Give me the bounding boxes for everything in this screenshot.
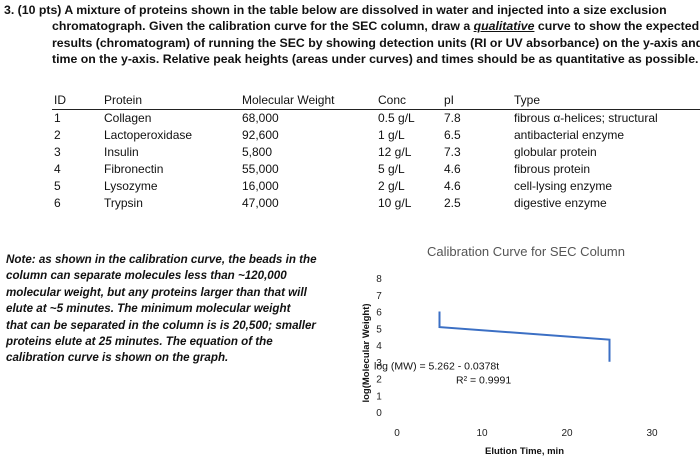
y-tick-label: 5 [376,324,382,335]
table-row: 2 Lactoperoxidase 92,600 1 g/L 6.5 antib… [52,127,700,144]
x-tick-labels: 0 10 20 30 [394,428,658,439]
cell-protein: Lysozyme [104,179,158,193]
table-row: 6 Trypsin 47,000 10 g/L 2.5 digestive en… [52,195,700,212]
cell-type: antibacterial enzyme [514,128,625,142]
table-row: 1 Collagen 68,000 0.5 g/L 7.8 fibrous α-… [52,110,700,128]
header-id: ID [52,92,104,110]
cell-molecular-weight: 47,000 [242,196,279,210]
cell-molecular-weight: 55,000 [242,162,279,176]
x-axis-label: Elution Time, min [485,446,564,457]
calibration-note: Note: as shown in the calibration curve,… [6,252,346,367]
cell-id: 5 [54,179,61,193]
table-header-row: ID Protein Molecular Weight Conc pI Type [52,92,700,110]
y-tick-label: 0 [376,408,382,419]
y-tick-label: 4 [376,341,382,352]
cell-protein: Fibronectin [104,162,164,176]
cell-conc: 12 g/L [378,145,412,159]
y-tick-label: 3 [376,358,382,369]
qualitative-emphasis: qualitative [473,19,535,34]
question-line-3: results (chromatogram) of running the SE… [52,35,700,50]
y-tick-label: 2 [376,375,382,386]
cell-conc: 5 g/L [378,162,405,176]
cell-protein: Insulin [104,145,139,159]
cell-pi: 4.6 [444,179,461,193]
cell-id: 3 [54,145,61,159]
question-line-4: time on the y-axis. Relative peak height… [52,52,699,67]
x-tick-label: 30 [646,428,658,439]
cell-pi: 7.8 [444,111,461,125]
table-row: 4 Fibronectin 55,000 5 g/L 4.6 fibrous p… [52,161,700,178]
table-row: 5 Lysozyme 16,000 2 g/L 4.6 cell-lysing … [52,178,700,195]
x-tick-label: 20 [561,428,573,439]
cell-molecular-weight: 68,000 [242,111,279,125]
note-line: proteins elute at 25 minutes. The equati… [6,335,273,349]
cell-conc: 1 g/L [378,128,405,142]
cell-pi: 7.3 [444,145,461,159]
header-pi: pI [444,92,514,110]
cell-molecular-weight: 92,600 [242,128,279,142]
y-tick-label: 7 [376,291,382,302]
calibration-curve-line [438,311,611,362]
cell-type: fibrous α-helices; structural [514,111,658,125]
question-line-2: chromatograph. Given the calibration cur… [52,19,700,34]
y-tick-labels: 0 1 2 3 4 5 6 7 8 [376,274,382,419]
question-text: 3. (10 pts) A mixture of proteins shown … [4,2,700,68]
r-squared-label: R² = 0.9991 [456,375,511,387]
cell-id: 6 [54,196,61,210]
question-line-1: 3. (10 pts) A mixture of proteins shown … [4,3,667,17]
note-line: that can be separated in the column is i… [6,318,316,332]
cell-type: digestive enzyme [514,196,607,210]
header-conc: Conc [378,92,444,110]
cell-type: fibrous protein [514,162,591,176]
table-row: 3 Insulin 5,800 12 g/L 7.3 globular prot… [52,144,700,161]
header-protein: Protein [104,92,242,110]
cell-type: cell-lysing enzyme [514,179,613,193]
chart-title: Calibration Curve for SEC Column [427,244,625,259]
calibration-chart: Calibration Curve for SEC Column 0 1 2 3 4 5 6… [361,244,658,457]
note-line: column can separate molecules less than … [6,269,287,283]
cell-conc: 10 g/L [378,196,412,210]
cell-id: 1 [54,111,61,125]
cell-protein: Collagen [104,111,152,125]
cell-pi: 2.5 [444,196,461,210]
note-line: elute at ~5 minutes. The minimum molecul… [6,302,291,316]
cell-molecular-weight: 5,800 [242,145,273,159]
y-axis-label: log(Molecular Weight) [361,303,372,402]
note-line: calibration curve is shown on the graph. [6,351,229,365]
protein-table: ID Protein Molecular Weight Conc pI Type… [52,92,700,212]
cell-pi: 4.6 [444,162,461,176]
cell-protein: Lactoperoxidase [104,128,193,142]
cell-id: 4 [54,162,61,176]
calibration-equation: log (MW) = 5.262 - 0.0378t [374,360,499,372]
cell-pi: 6.5 [444,128,461,142]
cell-conc: 0.5 g/L [378,111,415,125]
note-line: molecular weight, but any proteins large… [6,285,307,299]
y-tick-label: 8 [376,274,382,285]
y-tick-label: 1 [376,391,382,402]
header-type: Type [514,92,700,110]
cell-protein: Trypsin [104,196,143,210]
cell-molecular-weight: 16,000 [242,179,279,193]
note-line: Note: as shown in the calibration curve,… [6,253,317,266]
header-molecular-weight: Molecular Weight [242,92,378,110]
x-tick-label: 0 [394,428,400,439]
y-tick-label: 6 [376,308,382,319]
cell-id: 2 [54,128,61,142]
cell-conc: 2 g/L [378,179,405,193]
x-tick-label: 10 [476,428,488,439]
cell-type: globular protein [514,145,597,159]
